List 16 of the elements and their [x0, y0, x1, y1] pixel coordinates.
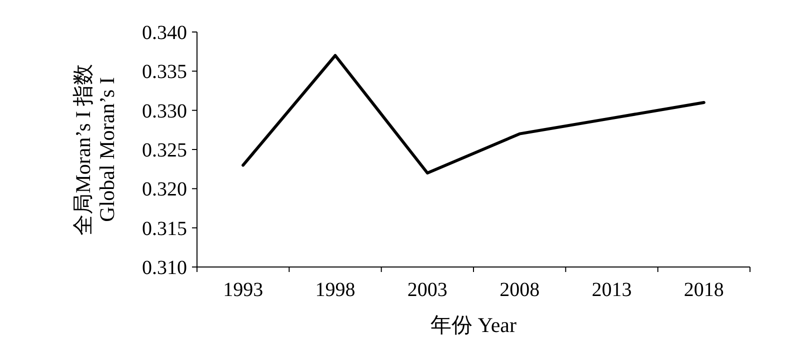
y-tick-label: 0.315 — [142, 218, 187, 240]
y-tick-label: 0.340 — [142, 22, 187, 44]
x-tick-label: 2003 — [407, 279, 448, 301]
y-tick-label: 0.335 — [142, 61, 187, 84]
x-tick-label: 1993 — [223, 279, 264, 301]
x-tick-label: 2018 — [684, 279, 724, 301]
y-tick-label: 0.330 — [142, 100, 187, 122]
x-tick-label: 2013 — [592, 279, 632, 301]
y-tick-label: 0.310 — [142, 257, 187, 279]
line-series — [242, 54, 706, 174]
y-axis-title: 全局Moran’s I 指数 Global Moran’s I — [71, 64, 119, 236]
y-tick-label: 0.325 — [142, 140, 187, 162]
x-tick-label: 1998 — [315, 279, 356, 301]
x-tick-label: 2008 — [500, 279, 540, 301]
x-axis-title: 年份 Year — [430, 313, 516, 337]
y-tick-label: 0.320 — [142, 178, 187, 201]
